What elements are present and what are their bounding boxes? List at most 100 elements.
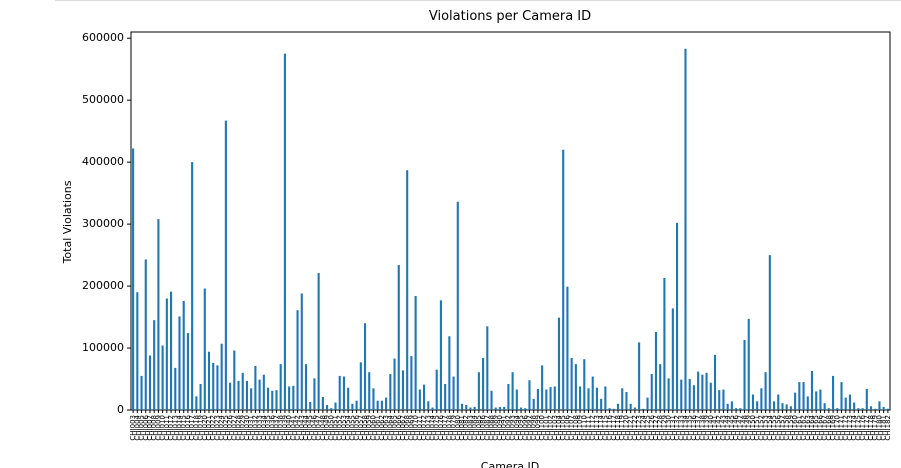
x-tick-label: CHI174 xyxy=(850,414,858,440)
x-tick-label: CHI163 xyxy=(804,415,812,441)
x-tick-label: CHI101 xyxy=(542,415,550,441)
bar xyxy=(751,394,755,410)
bar xyxy=(503,406,506,410)
x-tick-label: CHI086 xyxy=(479,414,487,440)
bar xyxy=(186,333,189,410)
bar xyxy=(170,291,173,410)
y-tick-label: 0 xyxy=(117,403,124,416)
x-tick-label: CHI040 xyxy=(285,415,293,441)
x-tick-label: CHI073 xyxy=(424,415,432,441)
x-tick-label: CHI006 xyxy=(142,414,150,440)
x-tick-label: CHI054 xyxy=(344,414,352,440)
bar xyxy=(275,390,278,410)
x-tick-label: CHI022 xyxy=(209,415,217,441)
x-tick-label: CHI124 xyxy=(639,414,647,440)
bar xyxy=(132,148,135,411)
bar xyxy=(760,388,763,410)
bar xyxy=(515,389,518,410)
y-axis-label: Total Violations xyxy=(61,180,74,264)
bar xyxy=(756,401,759,410)
bar xyxy=(604,386,607,410)
bar xyxy=(621,388,624,410)
x-tick-label: CHI066 xyxy=(395,414,403,440)
x-tick-label: CHI154 xyxy=(766,414,774,440)
x-tick-label: CHI157 xyxy=(778,415,786,441)
x-tick-label: CHI178 xyxy=(867,415,875,441)
bar xyxy=(380,400,383,410)
bar xyxy=(182,300,185,410)
bar xyxy=(798,382,801,410)
bar xyxy=(869,406,873,410)
bar xyxy=(562,149,565,410)
x-tick-label: CHI116 xyxy=(606,414,614,440)
x-tick-label: CHI176 xyxy=(859,414,867,440)
x-tick-label: CHI156 xyxy=(774,414,782,440)
x-tick-label: CHI115 xyxy=(601,415,609,441)
bar xyxy=(262,374,265,410)
bar xyxy=(676,222,679,410)
x-tick-label: CHI151 xyxy=(753,415,761,441)
x-tick-label: CHI027 xyxy=(230,415,238,441)
bar xyxy=(705,372,708,410)
bar xyxy=(794,392,797,410)
x-tick-label: CHI088 xyxy=(488,415,496,441)
bar xyxy=(334,402,337,410)
x-tick-label: CHI057 xyxy=(357,415,365,441)
x-tick-label: CHI125 xyxy=(644,415,652,441)
bar xyxy=(823,403,826,410)
x-tick-label: CHI009 xyxy=(154,415,162,441)
bar xyxy=(832,375,835,410)
x-tick-label: CHI036 xyxy=(268,414,276,440)
bar xyxy=(452,376,455,410)
bar xyxy=(886,408,889,410)
bar xyxy=(296,310,299,410)
bar xyxy=(199,383,202,410)
bar xyxy=(237,380,240,410)
x-tick-label: CHI084 xyxy=(471,414,479,440)
x-tick-label: CHI051 xyxy=(332,415,340,441)
x-tick-label: CHI161 xyxy=(795,415,803,441)
bar xyxy=(359,362,362,410)
x-tick-label: CHI077 xyxy=(441,415,449,441)
x-tick-label: CHI162 xyxy=(800,415,808,441)
bar xyxy=(591,376,594,410)
bar xyxy=(848,394,851,410)
x-tick-label: CHI055 xyxy=(348,415,356,441)
bar xyxy=(283,53,286,410)
x-tick-label: CHI131 xyxy=(669,415,677,441)
x-tick-label: CHI146 xyxy=(732,414,740,440)
bar xyxy=(629,403,632,410)
x-tick-label: CHI011 xyxy=(163,415,171,441)
x-tick-label: CHI138 xyxy=(698,415,706,441)
x-tick-label: CHI179 xyxy=(871,415,879,441)
bar xyxy=(646,397,649,410)
x-tick-label: CHI129 xyxy=(660,415,668,441)
bar xyxy=(401,370,405,410)
x-tick-label: CHI044 xyxy=(302,414,310,440)
bar xyxy=(789,406,792,410)
bar xyxy=(701,374,704,410)
x-tick-label: CHI043 xyxy=(298,415,306,441)
bar xyxy=(777,394,780,410)
bar xyxy=(342,376,345,410)
x-tick-label: CHI071 xyxy=(416,415,424,441)
bar xyxy=(688,379,691,410)
bar xyxy=(722,389,725,410)
x-tick-label: CHI015 xyxy=(180,415,188,441)
x-tick-label: CHI021 xyxy=(205,415,213,441)
x-tick-label: CHI029 xyxy=(239,415,247,441)
bar xyxy=(351,403,354,410)
x-tick-label: CHI078 xyxy=(445,415,453,441)
x-tick-label: CHI159 xyxy=(787,415,795,441)
bar xyxy=(549,387,552,410)
x-tick-label: CHI090 xyxy=(496,415,504,441)
x-tick-label: CHI119 xyxy=(618,415,626,441)
x-tick-label: CHI117 xyxy=(610,415,618,441)
x-tick-label: CHI058 xyxy=(361,415,369,441)
x-tick-label: CHI070 xyxy=(412,415,420,441)
x-tick-label: CHI135 xyxy=(686,415,694,441)
x-tick-label: CHI081 xyxy=(458,415,466,441)
x-tick-label: CHI038 xyxy=(277,415,285,441)
bar xyxy=(608,408,611,410)
x-tick-label: CHI152 xyxy=(757,415,765,441)
